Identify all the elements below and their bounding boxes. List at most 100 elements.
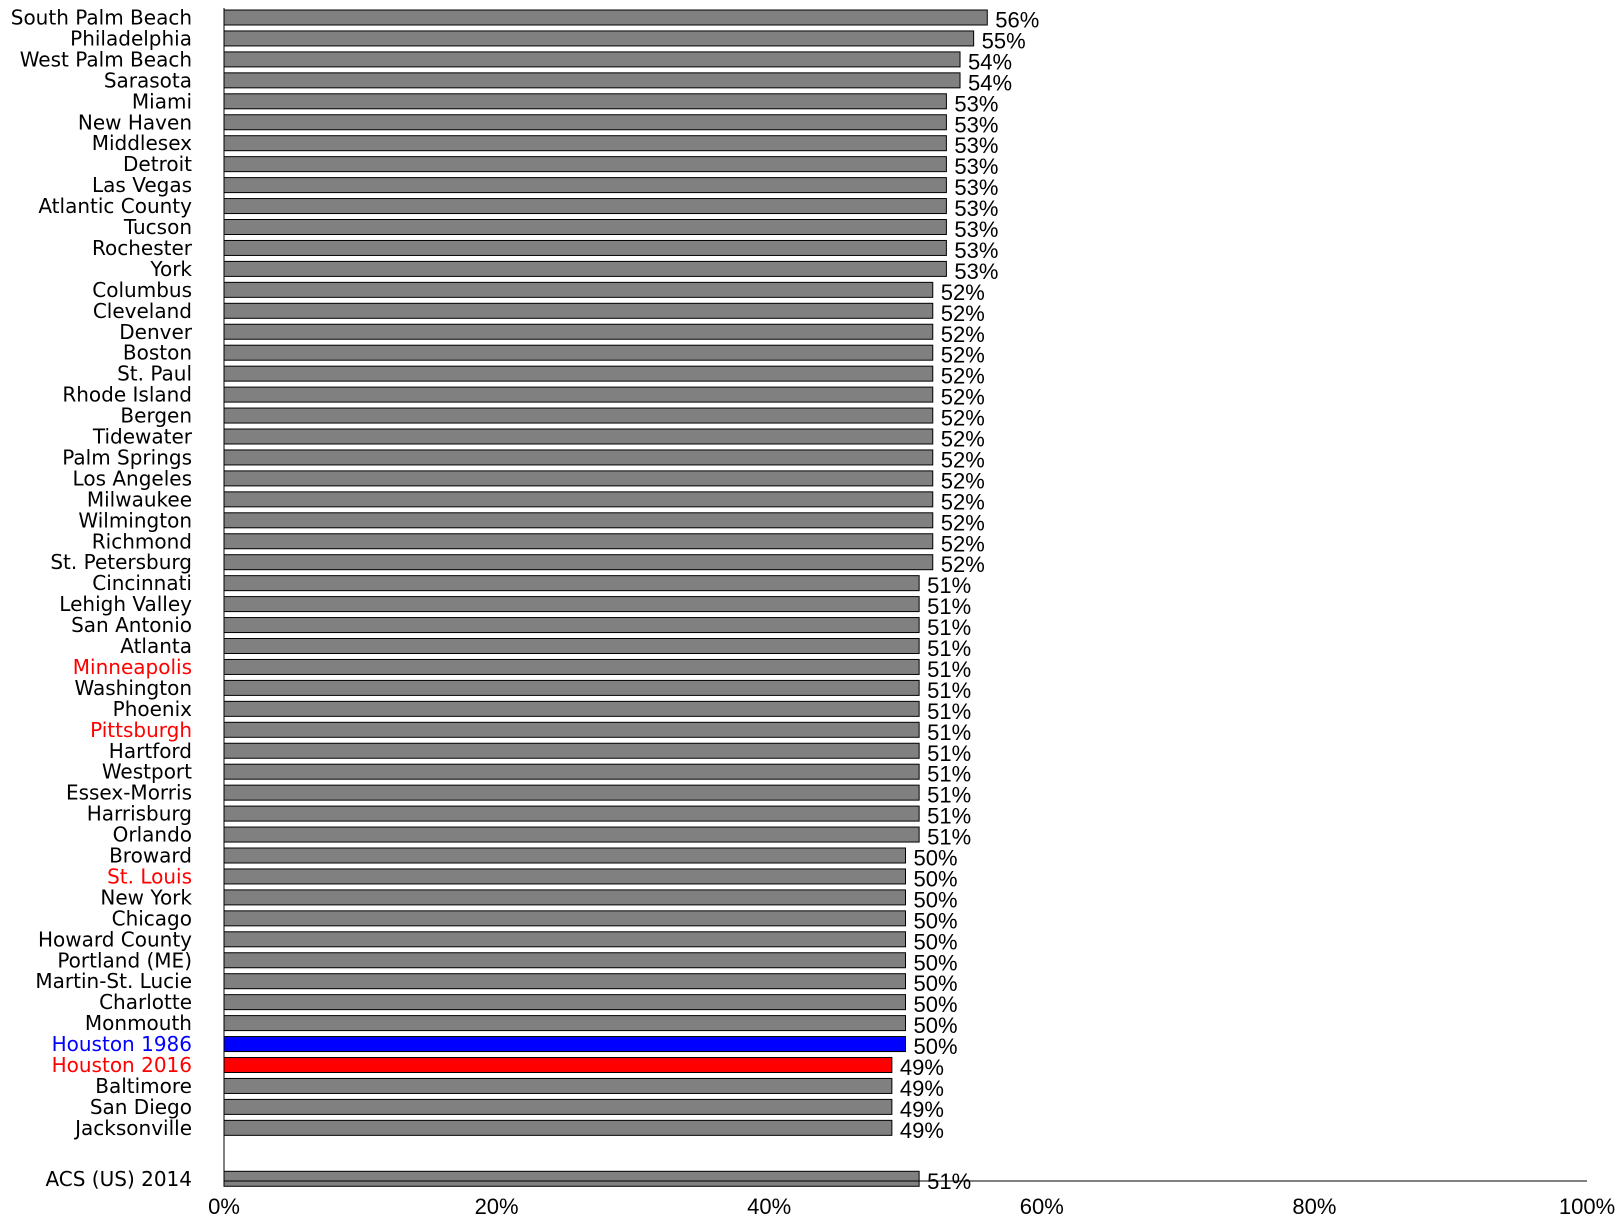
- value-label-st-paul: 52%: [941, 364, 985, 389]
- category-label-tucson: Tucson: [123, 215, 192, 239]
- bar-atlanta: [223, 638, 920, 654]
- bar-washington: [223, 679, 920, 696]
- value-label-cincinnati: 51%: [927, 573, 971, 598]
- x-tick-label: 0%: [208, 1194, 240, 1219]
- category-label-charlotte: Charlotte: [99, 990, 192, 1014]
- value-label-boston: 52%: [941, 343, 985, 368]
- category-label-cincinnati: Cincinnati: [92, 571, 192, 595]
- bar-st-louis: [223, 868, 906, 885]
- bar-new-haven: [223, 114, 947, 131]
- x-tick-label: 20%: [475, 1194, 519, 1219]
- x-tick-label: 100%: [1559, 1194, 1615, 1219]
- category-label-martin-st-lucie: Martin-St. Lucie: [35, 969, 192, 993]
- bar-sarasota: [223, 72, 961, 89]
- category-label-miami: Miami: [132, 89, 192, 113]
- value-label-houston-2016: 49%: [900, 1055, 944, 1080]
- value-label-cleveland: 52%: [941, 301, 985, 326]
- value-label-atlantic-county: 53%: [954, 196, 998, 221]
- category-label-middlesex: Middlesex: [92, 131, 192, 155]
- bar-harrisburg: [223, 805, 920, 822]
- bar-richmond: [223, 533, 934, 550]
- value-label-philadelphia: 55%: [982, 28, 1026, 53]
- value-label-chicago: 50%: [914, 908, 958, 933]
- category-label-harrisburg: Harrisburg: [87, 802, 192, 826]
- category-label-york: York: [149, 257, 192, 281]
- value-label-columbus: 52%: [941, 280, 985, 305]
- category-label-atlantic-county: Atlantic County: [38, 194, 192, 218]
- category-label-howard-county: Howard County: [38, 927, 192, 951]
- bar-st-paul: [223, 365, 934, 382]
- category-label-jacksonville: Jacksonville: [73, 1116, 192, 1140]
- bar-york: [223, 260, 947, 277]
- category-label-san-antonio: San Antonio: [71, 613, 192, 637]
- category-label-denver: Denver: [119, 320, 193, 344]
- value-label-baltimore: 49%: [900, 1076, 944, 1101]
- value-label-essex-morris: 51%: [927, 783, 971, 808]
- value-label-houston-1986: 50%: [914, 1034, 958, 1059]
- value-label-martin-st-lucie: 50%: [914, 971, 958, 996]
- value-label-san-antonio: 51%: [927, 615, 971, 640]
- bar-milwaukee: [223, 491, 934, 508]
- value-label-san-diego: 49%: [900, 1097, 944, 1122]
- value-label-atlanta: 51%: [927, 636, 971, 661]
- category-label-minneapolis: Minneapolis: [73, 655, 192, 679]
- value-label-westport: 51%: [927, 762, 971, 787]
- value-label-st-petersburg: 52%: [941, 552, 985, 577]
- category-label-milwaukee: Milwaukee: [87, 487, 192, 511]
- category-label-houston-2016: Houston 2016: [52, 1053, 192, 1077]
- category-label-philadelphia: Philadelphia: [70, 26, 192, 50]
- value-label-rhode-island: 52%: [941, 385, 985, 410]
- bar-phoenix: [223, 700, 920, 717]
- category-label-west-palm-beach: West Palm Beach: [20, 47, 192, 71]
- category-label-st-petersburg: St. Petersburg: [50, 550, 192, 574]
- value-label-new-haven: 53%: [954, 112, 998, 137]
- category-label-pittsburgh: Pittsburgh: [90, 718, 192, 742]
- value-label-rochester: 53%: [954, 238, 998, 263]
- bar-west-palm-beach: [223, 51, 961, 68]
- category-label-portland-me: Portland (ME): [57, 948, 192, 972]
- value-label-washington: 51%: [927, 678, 971, 703]
- bar-acs-us-2014: [223, 1170, 920, 1187]
- value-label-york: 53%: [954, 259, 998, 284]
- value-label-wilmington: 52%: [941, 510, 985, 535]
- value-label-las-vegas: 53%: [954, 175, 998, 200]
- category-label-new-york: New York: [100, 885, 192, 909]
- value-label-south-palm-beach: 56%: [995, 8, 1039, 33]
- category-label-acs-us-2014: ACS (US) 2014: [45, 1167, 192, 1191]
- bar-new-york: [223, 889, 906, 906]
- value-label-miami: 53%: [954, 91, 998, 116]
- value-label-detroit: 53%: [954, 154, 998, 179]
- category-label-wilmington: Wilmington: [78, 508, 192, 532]
- bar-rhode-island: [223, 386, 934, 403]
- value-label-west-palm-beach: 54%: [968, 49, 1012, 74]
- value-label-bergen: 52%: [941, 406, 985, 431]
- bar-miami: [223, 93, 947, 110]
- category-label-westport: Westport: [102, 760, 192, 784]
- category-label-st-paul: St. Paul: [117, 362, 192, 386]
- value-label-charlotte: 50%: [914, 992, 958, 1017]
- bar-tucson: [223, 219, 947, 235]
- value-label-sarasota: 54%: [968, 70, 1012, 95]
- value-label-phoenix: 51%: [927, 699, 971, 724]
- bar-minneapolis: [223, 658, 920, 675]
- bar-houston-2016: [223, 1057, 893, 1073]
- bar-cincinnati: [223, 575, 920, 592]
- category-label-essex-morris: Essex-Morris: [66, 781, 192, 805]
- value-label-broward: 50%: [914, 846, 958, 871]
- bar-denver: [223, 323, 934, 340]
- bar-philadelphia: [223, 30, 975, 47]
- x-tick-label: 60%: [1020, 1194, 1064, 1219]
- bar-wilmington: [223, 512, 934, 529]
- bar-orlando: [223, 826, 920, 843]
- bar-boston: [223, 344, 934, 361]
- value-label-tidewater: 52%: [941, 427, 985, 452]
- bar-las-vegas: [223, 177, 947, 194]
- bar-charlotte: [223, 994, 906, 1011]
- bar-houston-1986: [223, 1036, 906, 1053]
- category-label-bergen: Bergen: [120, 404, 192, 428]
- value-label-hartford: 51%: [927, 741, 971, 766]
- value-label-middlesex: 53%: [954, 133, 998, 158]
- category-label-atlanta: Atlanta: [120, 634, 192, 658]
